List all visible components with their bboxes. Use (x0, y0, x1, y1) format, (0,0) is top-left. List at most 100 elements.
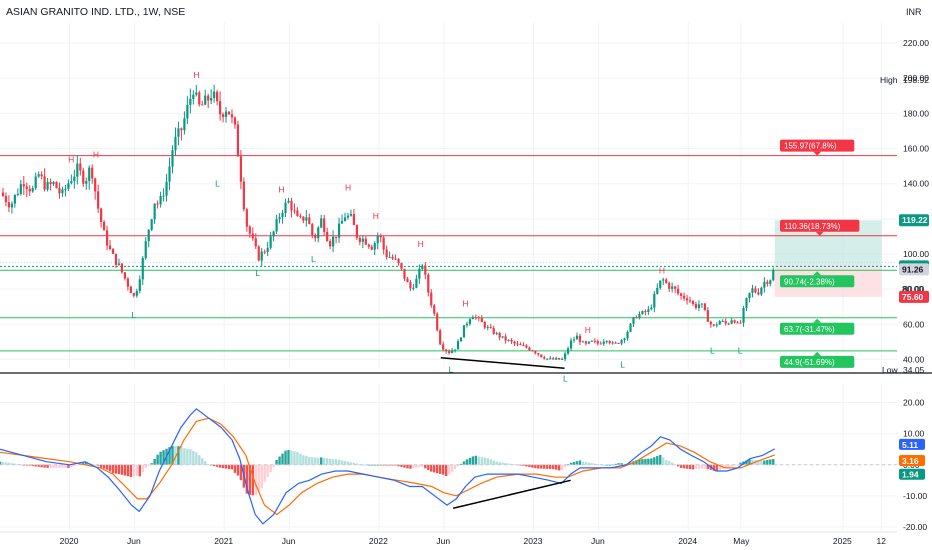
candle-down[interactable] (513, 341, 516, 344)
candle-up[interactable] (269, 236, 272, 248)
candle-down[interactable] (724, 320, 727, 324)
candle-up[interactable] (189, 98, 192, 105)
candle-up[interactable] (501, 336, 504, 338)
candle-up[interactable] (192, 94, 195, 99)
candle-up[interactable] (471, 317, 474, 320)
candle-down[interactable] (216, 91, 219, 102)
candle-up[interactable] (450, 350, 454, 354)
candle-up[interactable] (144, 241, 147, 259)
macd-line[interactable] (0, 408, 776, 525)
candle-up[interactable] (343, 217, 347, 222)
candle-up[interactable] (721, 320, 724, 322)
candle-down[interactable] (100, 208, 103, 222)
candle-up[interactable] (332, 236, 335, 247)
candle-down[interactable] (230, 114, 234, 118)
candle-down[interactable] (355, 225, 358, 238)
candle-up[interactable] (632, 317, 635, 324)
candle-up[interactable] (638, 313, 641, 318)
candle-up[interactable] (575, 335, 579, 340)
candle-up[interactable] (718, 321, 721, 325)
candle-down[interactable] (397, 258, 400, 264)
candle-up[interactable] (195, 92, 198, 95)
candle-down[interactable] (180, 128, 183, 131)
candle-up[interactable] (566, 348, 570, 354)
candle-up[interactable] (751, 288, 754, 293)
candle-down[interactable] (525, 345, 528, 348)
candle-up[interactable] (656, 287, 659, 294)
candle-down[interactable] (617, 343, 620, 345)
candle-up[interactable] (623, 338, 626, 341)
candle-down[interactable] (82, 170, 85, 184)
candle-down[interactable] (430, 292, 433, 306)
candle-down[interactable] (406, 278, 409, 283)
candle-up[interactable] (659, 280, 662, 288)
candle-down[interactable] (543, 357, 546, 359)
candle-down[interactable] (382, 237, 385, 250)
candle-down[interactable] (492, 327, 495, 334)
candle-up[interactable] (340, 221, 344, 224)
candle-down[interactable] (364, 238, 367, 245)
candle-down[interactable] (296, 210, 299, 217)
candle-up[interactable] (760, 287, 763, 295)
candle-down[interactable] (391, 256, 394, 259)
candle-down[interactable] (442, 344, 445, 350)
candle-up[interactable] (581, 341, 585, 343)
candle-down[interactable] (614, 342, 617, 344)
candle-down[interactable] (688, 300, 692, 302)
candle-up[interactable] (337, 223, 341, 238)
candle-down[interactable] (445, 349, 448, 352)
candle-up[interactable] (590, 340, 593, 342)
candle-up[interactable] (150, 219, 153, 230)
candle-up[interactable] (388, 256, 391, 258)
candle-down[interactable] (126, 278, 129, 287)
candle-down[interactable] (504, 336, 507, 341)
candle-down[interactable] (424, 265, 427, 275)
candle-down[interactable] (400, 263, 403, 269)
candle-down[interactable] (251, 233, 254, 239)
candle-up[interactable] (555, 358, 558, 360)
candle-down[interactable] (403, 268, 406, 279)
macd-trendline[interactable] (452, 479, 571, 509)
candle-up[interactable] (495, 332, 498, 334)
candle-down[interactable] (293, 210, 296, 212)
candle-down[interactable] (55, 182, 58, 189)
candle-down[interactable] (97, 191, 100, 209)
candle-up[interactable] (626, 331, 629, 339)
candle-up[interactable] (549, 358, 552, 360)
candle-up[interactable] (162, 195, 165, 197)
candle-down[interactable] (367, 244, 370, 247)
candle-down[interactable] (736, 322, 739, 324)
candle-down[interactable] (79, 163, 82, 171)
candle-up[interactable] (10, 203, 13, 208)
candle-down[interactable] (433, 305, 436, 314)
candle-down[interactable] (709, 321, 712, 325)
candle-down[interactable] (242, 181, 245, 210)
candle-down[interactable] (4, 195, 8, 203)
candle-up[interactable] (730, 320, 733, 324)
candle-down[interactable] (754, 288, 757, 293)
candle-down[interactable] (334, 236, 338, 238)
candle-up[interactable] (587, 341, 590, 344)
candle-up[interactable] (373, 243, 376, 250)
candle-up[interactable] (287, 200, 290, 203)
candle-down[interactable] (257, 246, 260, 261)
candle-up[interactable] (742, 307, 745, 323)
candle-up[interactable] (159, 195, 162, 205)
candle-up[interactable] (320, 218, 323, 228)
candle-down[interactable] (379, 236, 382, 238)
candle-down[interactable] (674, 286, 677, 289)
candle-up[interactable] (629, 323, 632, 332)
candle-down[interactable] (635, 317, 638, 319)
candle-down[interactable] (436, 313, 439, 331)
candle-down[interactable] (40, 174, 43, 177)
candle-down[interactable] (644, 311, 647, 313)
candle-up[interactable] (361, 238, 364, 242)
candle-up[interactable] (418, 268, 421, 279)
candle-up[interactable] (117, 263, 121, 265)
candle-up[interactable] (224, 111, 228, 117)
candle-down[interactable] (766, 281, 769, 284)
candle-down[interactable] (132, 293, 135, 296)
candle-up[interactable] (376, 236, 379, 244)
candle-up[interactable] (147, 229, 150, 242)
